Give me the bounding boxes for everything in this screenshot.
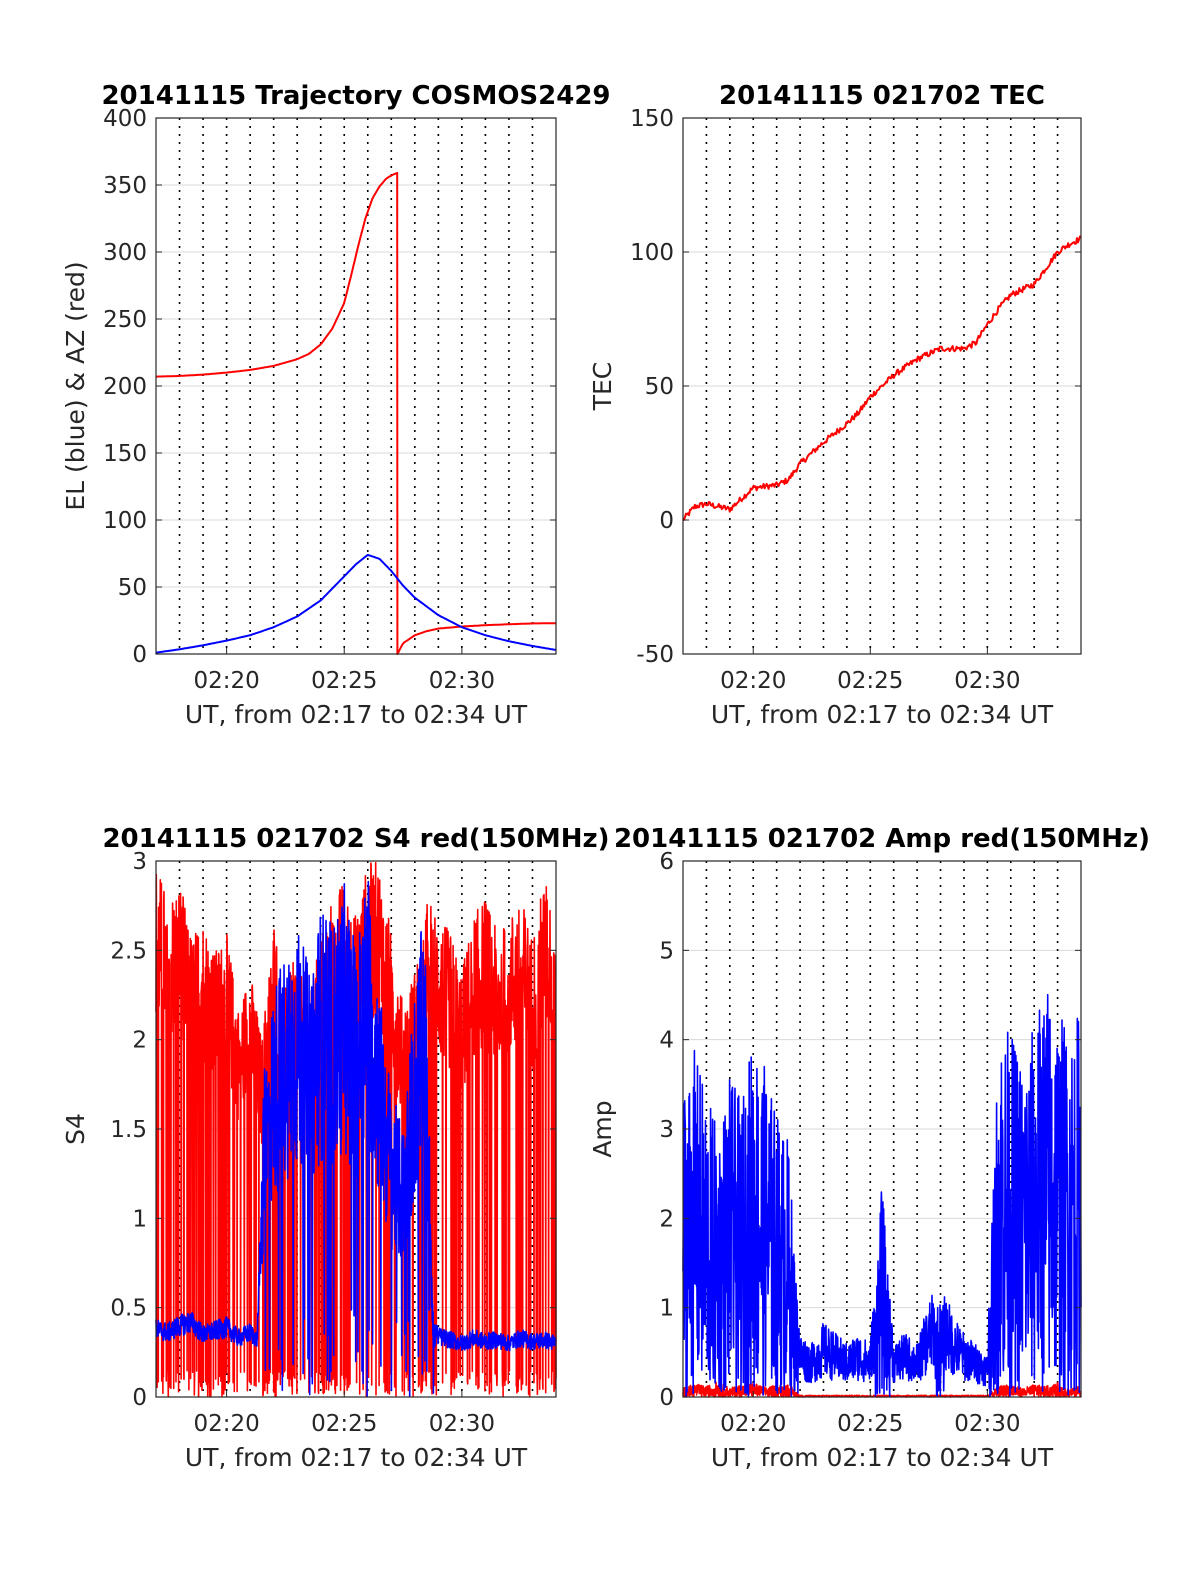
y-axis-label: S4 [61,1113,90,1145]
y-axis-label: Amp [588,1100,617,1157]
y-tick-label: 200 [103,374,147,400]
series-line-1 [155,861,557,1398]
y-tick-label: 350 [103,173,147,199]
chart-trajectory: 0 50 100 150 200 250 300 350 400 02:20 02:25 02:30 U… [61,81,611,729]
series-line-1 [682,235,1082,521]
x-tick-label: 02:30 [429,1411,495,1437]
series-line-2 [155,553,557,654]
chart-tec: -50 0 50 100 150 02:20 02:25 02:30 UT, from 02:1… [588,81,1082,729]
x-tick-label: 02:25 [311,1411,377,1437]
y-axis-label: EL (blue) & AZ (red) [61,261,90,510]
series-line-1 [156,171,556,655]
y-tick-label: 2 [132,1028,147,1054]
x-tick-label: 02:20 [193,668,259,694]
x-axis-label: UT, from 02:17 to 02:34 UT [711,1443,1054,1472]
y-tick-label: 3 [132,849,147,875]
y-tick-label: 100 [103,508,147,534]
x-axis-label: UT, from 02:17 to 02:34 UT [185,1443,528,1472]
y-tick-label: 150 [630,106,674,132]
y-tick-label: 0 [659,508,674,534]
x-tick-label: 02:25 [837,668,903,694]
y-tick-label: 150 [103,441,147,467]
y-tick-label: 2 [659,1206,674,1232]
chart-amp: 0 1 2 3 4 5 6 02:20 02:25 02:30 UT, from 02:17 to … [588,824,1150,1472]
x-tick-label: 02:20 [720,668,786,694]
series-line-2 [155,880,557,1398]
y-tick-label: 1.5 [110,1117,147,1143]
x-tick-label: 02:25 [311,668,377,694]
y-tick-label: -50 [636,642,674,668]
chart-title: 20141115 021702 S4 red(150MHz) [102,824,609,854]
x-axis-label: UT, from 02:17 to 02:34 UT [185,700,528,729]
x-axis-label: UT, from 02:17 to 02:34 UT [711,700,1054,729]
y-tick-label: 50 [645,374,674,400]
chart-s4: 0 0.5 1 1.5 2 2.5 3 02:20 02:25 02:30 UT, from 02:… [61,824,610,1472]
x-tick-label: 02:25 [837,1411,903,1437]
y-tick-label: 2.5 [110,938,147,964]
y-tick-label: 0 [132,642,147,668]
x-tick-label: 02:30 [954,1411,1020,1437]
y-tick-label: 0 [132,1385,147,1411]
y-tick-label: 250 [103,307,147,333]
chart-title: 20141115 021702 TEC [719,81,1045,111]
y-tick-label: 400 [103,106,147,132]
y-tick-label: 6 [659,849,674,875]
y-tick-label: 300 [103,240,147,266]
y-tick-label: 1 [132,1206,147,1232]
x-tick-label: 02:30 [954,668,1020,694]
series-line-2 [682,993,1082,1398]
x-tick-label: 02:20 [720,1411,786,1437]
y-tick-label: 0 [659,1385,674,1411]
chart-title: 20141115 Trajectory COSMOS2429 [101,81,610,111]
y-axis-label: TEC [588,362,617,412]
y-tick-label: 1 [659,1296,674,1322]
y-tick-label: 4 [659,1028,674,1054]
y-tick-label: 100 [630,240,674,266]
y-tick-label: 50 [118,575,147,601]
x-tick-label: 02:30 [429,668,495,694]
y-tick-label: 3 [659,1117,674,1143]
y-tick-label: 5 [659,938,674,964]
y-tick-label: 0.5 [110,1296,147,1322]
chart-title: 20141115 021702 Amp red(150MHz) [614,824,1150,854]
x-tick-label: 02:20 [193,1411,259,1437]
